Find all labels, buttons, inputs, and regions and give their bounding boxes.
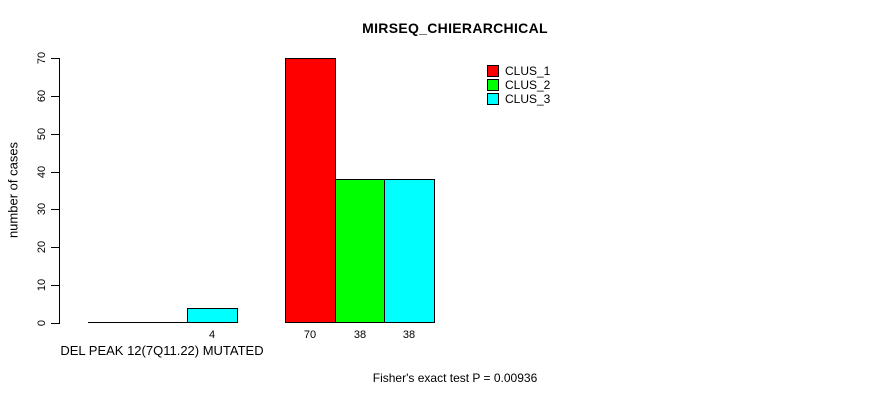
chart-title: MIRSEQ_CHIERARCHICAL <box>362 20 548 36</box>
bar-value-label: 4 <box>208 329 216 341</box>
legend-row: CLUS_3 <box>487 92 550 106</box>
y-tick-mark <box>51 172 59 173</box>
y-tick-mark <box>51 247 59 248</box>
y-tick-label: 10 <box>36 278 48 292</box>
y-tick-label: 60 <box>36 89 48 103</box>
bar-clus_1 <box>285 58 336 323</box>
y-tick-label: 0 <box>36 319 48 327</box>
legend-row: CLUS_2 <box>487 78 550 92</box>
y-tick-label: 70 <box>36 51 48 65</box>
bar-clus_2 <box>335 179 386 323</box>
y-tick-label: 40 <box>36 165 48 179</box>
legend: CLUS_1 CLUS_2 CLUS_3 <box>487 64 550 106</box>
x-axis-label: DEL PEAK 12(7Q11.22) MUTATED <box>60 343 264 358</box>
y-tick-label: 30 <box>36 202 48 216</box>
bar-clus_3 <box>384 179 435 323</box>
bar-clus_1-zero <box>88 322 139 323</box>
bar-clus_2-zero <box>138 322 189 323</box>
legend-label: CLUS_1 <box>505 64 551 78</box>
y-tick-mark <box>51 134 59 135</box>
bar-value-label: 38 <box>353 329 367 341</box>
legend-swatch-clus_2 <box>487 79 499 91</box>
y-tick-label: 20 <box>36 240 48 254</box>
y-tick-mark <box>51 323 59 324</box>
bar-value-label: 38 <box>402 329 416 341</box>
bar-value-label: 70 <box>303 329 317 341</box>
legend-swatch-clus_3 <box>487 93 499 105</box>
legend-label: CLUS_2 <box>505 78 551 92</box>
legend-swatch-clus_1 <box>487 65 499 77</box>
bar-clus_3 <box>187 308 238 323</box>
legend-label: CLUS_3 <box>505 92 551 106</box>
y-tick-mark <box>51 285 59 286</box>
y-axis-label: number of cases <box>5 141 21 239</box>
y-tick-mark <box>51 209 59 210</box>
legend-row: CLUS_1 <box>487 64 550 78</box>
y-tick-mark <box>51 96 59 97</box>
fisher-test-annotation: Fisher's exact test P = 0.00936 <box>372 371 538 385</box>
y-axis-line <box>59 58 60 324</box>
y-tick-label: 50 <box>36 127 48 141</box>
y-tick-mark <box>51 58 59 59</box>
